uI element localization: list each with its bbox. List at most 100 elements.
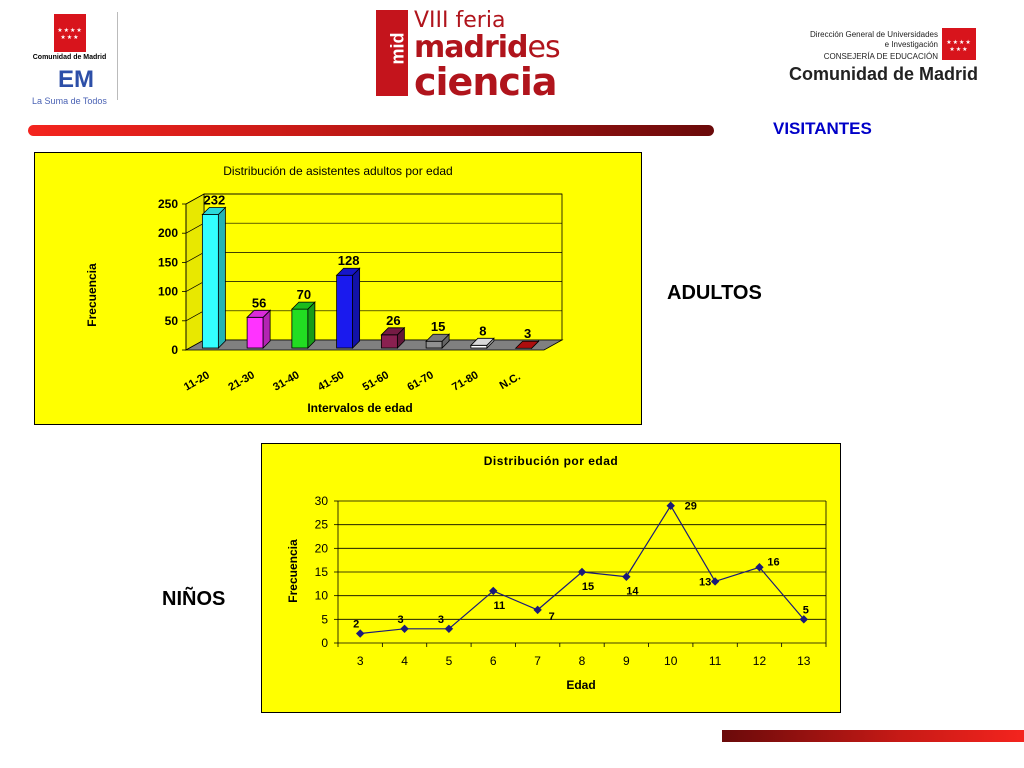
line-data-label: 14 bbox=[626, 586, 639, 598]
right-logo-line4: Comunidad de Madrid bbox=[789, 64, 978, 84]
line-xtick-label: 13 bbox=[797, 654, 811, 668]
line-data-label: 29 bbox=[685, 501, 697, 513]
line-point-marker bbox=[577, 567, 587, 577]
bar-front bbox=[201, 214, 219, 349]
line-point-marker bbox=[444, 624, 454, 634]
line-xtick-label: 4 bbox=[401, 654, 408, 668]
bar-gridline-side bbox=[185, 281, 205, 292]
bar-data-label: 70 bbox=[297, 287, 311, 302]
line-data-label: 13 bbox=[699, 576, 711, 588]
bar-y-axis-title: Frecuencia bbox=[85, 263, 99, 327]
bar-gridline-side bbox=[185, 222, 205, 234]
bar-front bbox=[380, 334, 398, 349]
line-point-marker bbox=[400, 624, 409, 634]
bar-data-label: 15 bbox=[431, 319, 445, 334]
madrid-flag-icon: ★★★★ ★★★ bbox=[942, 28, 976, 60]
comunidad-madrid-logo: ★★★★ ★★★ Comunidad de Madrid EM La Suma d… bbox=[22, 12, 118, 106]
bar-top bbox=[514, 340, 540, 349]
bar-data-label: 8 bbox=[479, 323, 486, 338]
line-data-label: 5 bbox=[803, 604, 809, 616]
adult-age-bar-chart: Distribución de asistentes adultos por e… bbox=[34, 152, 642, 425]
left-logo-tagline: La Suma de Todos bbox=[32, 96, 107, 106]
line-data-label: 11 bbox=[493, 600, 505, 612]
bar-ytick-label: 150 bbox=[158, 255, 178, 269]
line-ytick-label: 15 bbox=[315, 565, 329, 579]
bar bbox=[469, 337, 495, 349]
line-point-marker bbox=[489, 586, 498, 596]
line-chart-title: Distribución por edad bbox=[484, 454, 619, 468]
bar-gridline-side bbox=[185, 193, 205, 205]
bar-chart-floor bbox=[184, 339, 564, 351]
mid-mark-icon: mid bbox=[376, 10, 408, 96]
line-x-axis-title: Edad bbox=[566, 678, 595, 692]
feria-line2: madrides bbox=[414, 30, 561, 65]
bar-side bbox=[307, 301, 316, 349]
adultos-label: ADULTOS bbox=[667, 282, 762, 304]
bar bbox=[201, 206, 227, 349]
bar-data-label: 56 bbox=[252, 295, 266, 310]
feria-madrid-ciencia-logo: mid VIII feria madrides ciencia bbox=[376, 8, 576, 104]
bar-top bbox=[246, 309, 272, 318]
bar-ytick-label: 50 bbox=[165, 314, 179, 328]
feria-line3: ciencia bbox=[414, 60, 558, 104]
line-xtick-label: 3 bbox=[357, 654, 364, 668]
bar-top bbox=[380, 327, 406, 336]
line-data-label: 16 bbox=[767, 556, 779, 568]
line-y-axis-title: Frecuencia bbox=[286, 539, 300, 603]
bar-ytick-label: 250 bbox=[158, 197, 178, 211]
line-ytick-label: 5 bbox=[321, 612, 328, 626]
bar-top bbox=[469, 337, 495, 346]
bar-top bbox=[290, 301, 316, 310]
bar-front bbox=[291, 308, 309, 349]
line-point-marker bbox=[755, 563, 764, 572]
bar-side bbox=[352, 267, 361, 349]
line-data-label: 3 bbox=[397, 614, 403, 626]
footer-bar bbox=[722, 730, 1024, 742]
line-xtick-label: 10 bbox=[664, 654, 678, 668]
line-xtick-label: 6 bbox=[490, 654, 497, 668]
line-chart-frame bbox=[261, 443, 841, 713]
bar-data-label: 128 bbox=[338, 253, 360, 268]
bar bbox=[335, 267, 361, 349]
bar-front bbox=[246, 316, 264, 349]
line-data-label: 15 bbox=[582, 581, 594, 593]
header-divider-bar bbox=[28, 125, 714, 136]
right-logo-line3: CONSEJERÍA DE EDUCACIÓN bbox=[823, 52, 938, 61]
line-ytick-label: 30 bbox=[315, 494, 329, 508]
line-xtick-label: 12 bbox=[753, 654, 767, 668]
line-ytick-label: 20 bbox=[315, 541, 329, 555]
madrid-flag-icon: ★★★★ ★★★ bbox=[54, 14, 86, 52]
line-ytick-label: 0 bbox=[321, 636, 328, 650]
line-point-marker bbox=[666, 501, 675, 510]
em-logo-icon: EM bbox=[58, 66, 94, 93]
line-point-marker bbox=[533, 605, 542, 615]
bar-front bbox=[336, 274, 354, 349]
line-point-marker bbox=[355, 629, 365, 638]
line-point-marker bbox=[710, 577, 720, 586]
bar-top bbox=[425, 333, 451, 342]
bar bbox=[425, 333, 451, 349]
line-xtick-label: 9 bbox=[623, 654, 630, 668]
line-point-marker bbox=[799, 615, 809, 624]
bar bbox=[380, 326, 406, 349]
line-data-label: 2 bbox=[353, 619, 359, 631]
right-logo-line1: Dirección General de Universidades e Inve… bbox=[809, 30, 938, 49]
bar-ytick-label: 100 bbox=[158, 285, 178, 299]
bar-gridline-side bbox=[185, 310, 205, 322]
feria-line1: VIII feria bbox=[414, 8, 506, 33]
bar-ytick-label: 0 bbox=[171, 343, 178, 357]
line-xtick-label: 5 bbox=[446, 654, 453, 668]
line-data-label: 3 bbox=[438, 614, 444, 626]
bar-ytick-label: 200 bbox=[158, 226, 178, 240]
left-logo-name: Comunidad de Madrid bbox=[32, 54, 107, 61]
line-ytick-label: 10 bbox=[315, 589, 329, 603]
bar-x-axis-title: Intervalos de edad bbox=[307, 401, 412, 415]
line-xtick-label: 7 bbox=[534, 654, 541, 668]
line-data-label: 7 bbox=[549, 611, 555, 623]
line-xtick-label: 11 bbox=[709, 654, 722, 668]
bar bbox=[246, 309, 272, 349]
ninos-label: NIÑOS bbox=[162, 588, 226, 610]
bar-top bbox=[201, 207, 227, 215]
bar bbox=[514, 340, 540, 350]
